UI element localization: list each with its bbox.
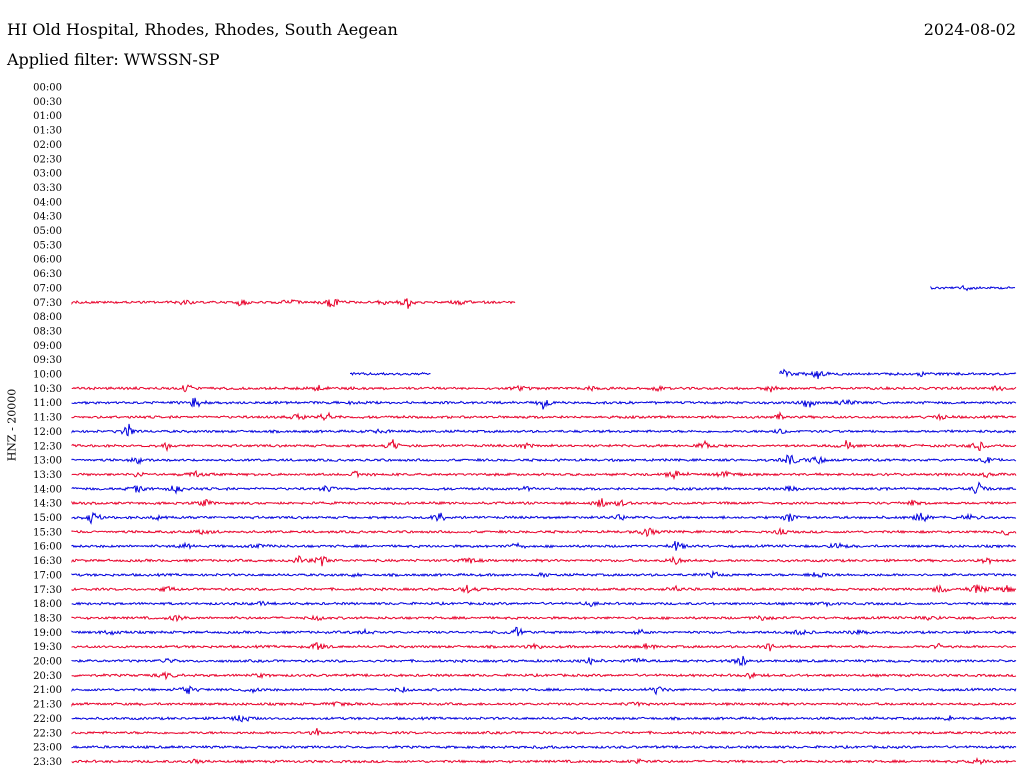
- trace-line: [71, 410, 1017, 422]
- time-tick-label: 04:30: [33, 212, 62, 223]
- time-tick-label: 05:30: [33, 240, 62, 251]
- time-tick-label: 19:30: [33, 642, 62, 653]
- trace-line: [71, 511, 1017, 525]
- time-tick-label: 07:30: [33, 298, 62, 309]
- time-tick-label: 09:30: [33, 355, 62, 366]
- time-tick-label: 13:30: [33, 470, 62, 481]
- time-tick-label: 10:30: [33, 384, 62, 395]
- trace-line: [71, 397, 1017, 410]
- time-tick-label: 12:00: [33, 427, 62, 438]
- time-tick-label: 20:30: [33, 671, 62, 682]
- trace-line: [71, 715, 1017, 723]
- time-tick-label: 14:00: [33, 484, 62, 495]
- trace-line: [71, 423, 1017, 437]
- time-tick-label: 05:00: [33, 226, 62, 237]
- time-tick-label: 10:00: [33, 370, 62, 381]
- time-tick-label: 20:00: [33, 657, 62, 668]
- time-tick-label: 00:00: [33, 83, 62, 94]
- trace-line: [930, 284, 1016, 292]
- trace-line: [71, 701, 1017, 708]
- trace-line: [71, 728, 1017, 736]
- time-tick-label: 16:30: [33, 556, 62, 567]
- trace-line: [71, 481, 1017, 495]
- trace-line: [71, 655, 1017, 667]
- trace-line: [71, 584, 1017, 594]
- time-tick-label: 18:30: [33, 613, 62, 624]
- time-tick-label: 15:30: [33, 527, 62, 538]
- trace-line: [350, 371, 431, 376]
- time-tick-label: 14:30: [33, 499, 62, 510]
- time-tick-label: 02:30: [33, 154, 62, 165]
- time-tick-label: 17:30: [33, 585, 62, 596]
- time-tick-label: 19:00: [33, 628, 62, 639]
- filter-label: Applied filter: WWSSN-SP: [7, 50, 220, 69]
- time-tick-label: 11:30: [33, 413, 62, 424]
- time-tick-label: 18:00: [33, 599, 62, 610]
- time-tick-label: 01:30: [33, 126, 62, 137]
- trace-line: [71, 554, 1017, 567]
- time-tick-label: 04:00: [33, 197, 62, 208]
- trace-line: [71, 454, 1017, 466]
- time-tick-label: 09:00: [33, 341, 62, 352]
- time-tick-label: 21:00: [33, 685, 62, 696]
- time-tick-label: 06:00: [33, 255, 62, 266]
- trace-line: [71, 384, 1017, 393]
- time-tick-label: 08:00: [33, 312, 62, 323]
- time-tick-label: 22:30: [33, 728, 62, 739]
- time-tick-label: 23:00: [33, 743, 62, 754]
- time-tick-label: 00:30: [33, 97, 62, 108]
- time-tick-label: 07:00: [33, 283, 62, 294]
- time-tick-label: 22:00: [33, 714, 62, 725]
- time-tick-label: 17:00: [33, 570, 62, 581]
- time-tick-label: 03:30: [33, 183, 62, 194]
- time-tick-label: 16:00: [33, 542, 62, 553]
- trace-line: [779, 368, 1017, 380]
- trace-line: [71, 642, 1017, 652]
- trace-line: [71, 540, 1017, 551]
- plot-date: 2024-08-02: [923, 20, 1016, 39]
- time-tick-label: 02:00: [33, 140, 62, 151]
- time-tick-label: 01:00: [33, 111, 62, 122]
- trace-line: [71, 626, 1017, 637]
- time-tick-label: 06:30: [33, 269, 62, 280]
- time-tick-label: 08:30: [33, 326, 62, 337]
- time-tick-label: 23:30: [33, 757, 62, 768]
- trace-line: [71, 756, 1017, 766]
- time-tick-label: 13:00: [33, 456, 62, 467]
- time-tick-label: 21:30: [33, 700, 62, 711]
- trace-line: [71, 670, 1017, 681]
- trace-line: [71, 298, 516, 309]
- station-title: HI Old Hospital, Rhodes, Rhodes, South A…: [7, 20, 398, 39]
- trace-line: [71, 469, 1017, 481]
- trace-line: [71, 569, 1017, 579]
- time-tick-label: 11:00: [33, 398, 62, 409]
- trace-line: [71, 685, 1017, 696]
- trace-line: [71, 614, 1017, 623]
- trace-line: [71, 498, 1017, 508]
- time-tick-label: 12:30: [33, 441, 62, 452]
- trace-line: [71, 439, 1017, 453]
- trace-line: [71, 526, 1017, 538]
- time-tick-label: 03:00: [33, 169, 62, 180]
- trace-line: [71, 744, 1017, 750]
- time-tick-label: 15:00: [33, 513, 62, 524]
- trace-line: [71, 600, 1017, 608]
